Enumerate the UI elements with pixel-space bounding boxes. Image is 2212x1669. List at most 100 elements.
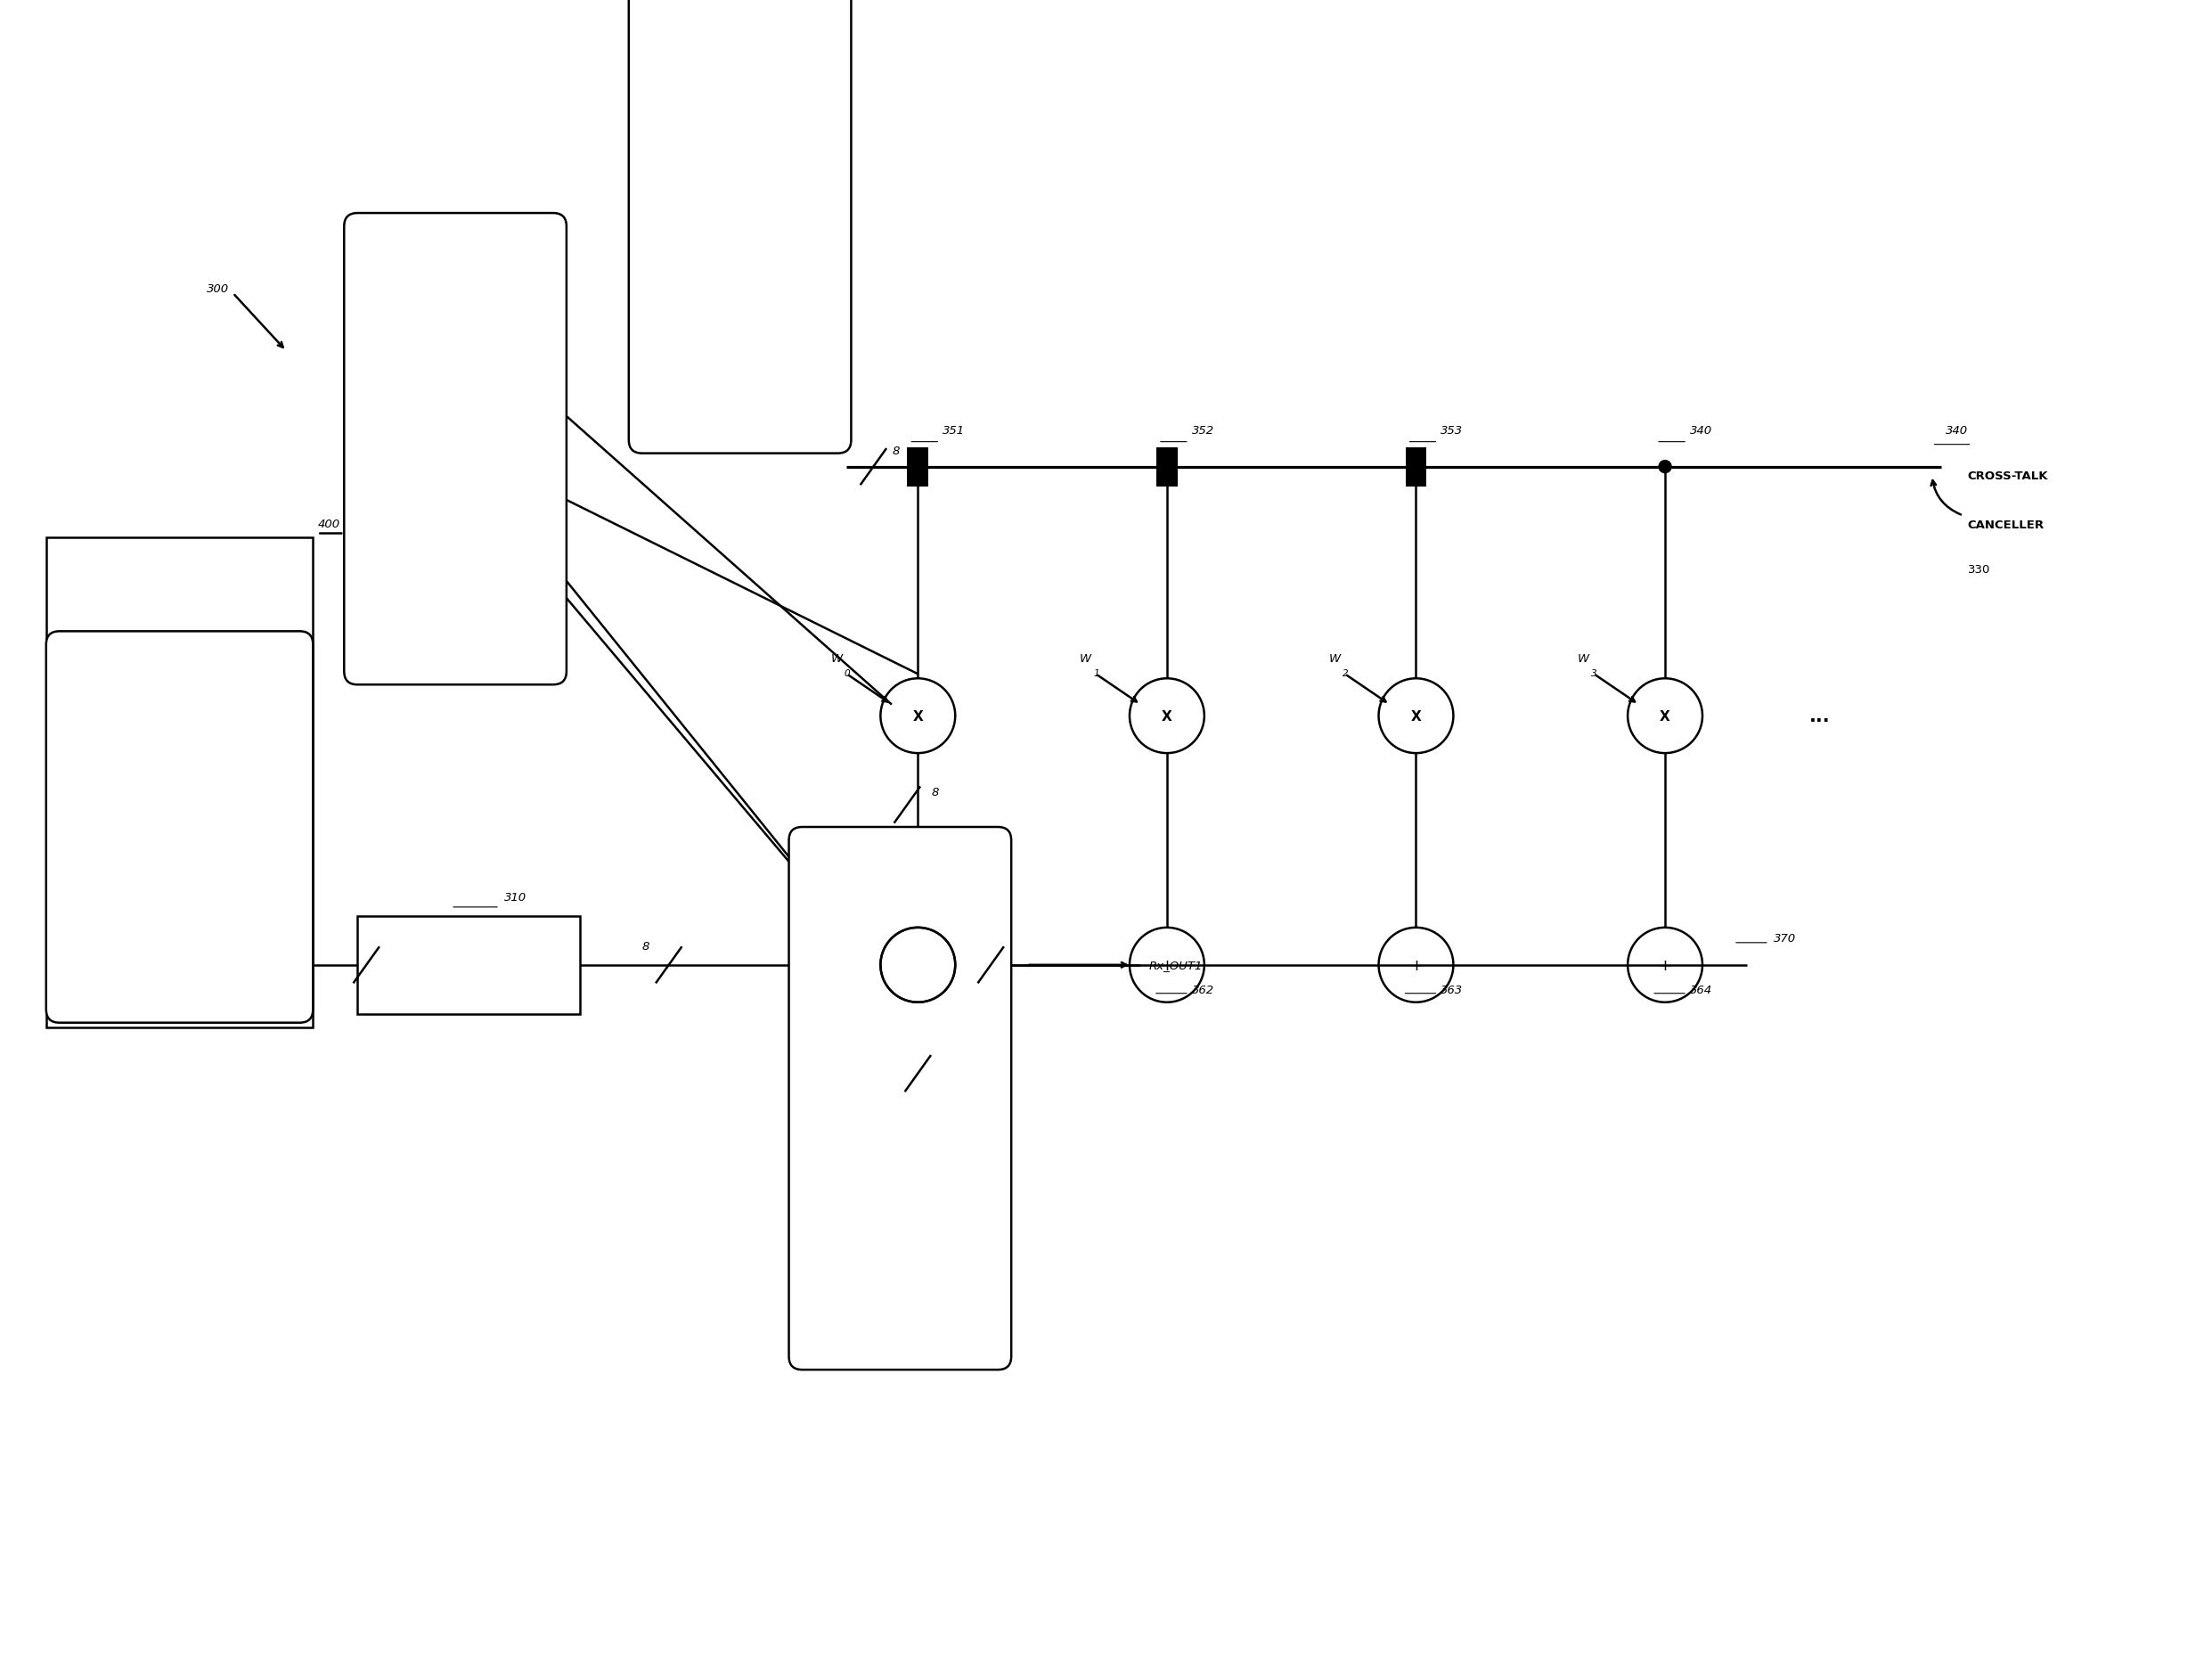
Text: 3: 3 bbox=[186, 851, 192, 860]
Text: E_d: E_d bbox=[874, 875, 896, 886]
Text: 8: 8 bbox=[978, 940, 984, 951]
Text: Tx_c: Tx_c bbox=[708, 63, 737, 75]
Text: 2: 2 bbox=[750, 127, 757, 135]
Text: 340: 340 bbox=[1690, 424, 1712, 436]
Text: E_c: E_c bbox=[876, 1310, 896, 1322]
FancyBboxPatch shape bbox=[628, 0, 852, 454]
Text: 400: 400 bbox=[319, 517, 341, 529]
Text: 3: 3 bbox=[750, 239, 757, 247]
Text: 3: 3 bbox=[750, 294, 757, 304]
Bar bbox=[1159, 449, 1177, 486]
Text: X: X bbox=[914, 709, 922, 723]
Text: 1: 1 bbox=[186, 671, 192, 679]
Text: W: W bbox=[1329, 653, 1340, 664]
Text: E_c: E_c bbox=[876, 1187, 896, 1198]
Text: 2: 2 bbox=[186, 806, 192, 814]
Circle shape bbox=[1161, 461, 1172, 474]
Text: Y_c: Y_c bbox=[431, 307, 451, 319]
Text: 1: 1 bbox=[1093, 669, 1099, 678]
Text: 320: 320 bbox=[949, 923, 971, 935]
FancyBboxPatch shape bbox=[345, 214, 566, 684]
Text: 1: 1 bbox=[467, 260, 471, 269]
Text: Tx_d: Tx_d bbox=[708, 230, 737, 242]
Text: X: X bbox=[1659, 709, 1670, 723]
FancyBboxPatch shape bbox=[46, 539, 312, 1028]
Text: +: + bbox=[911, 958, 925, 973]
Text: X: X bbox=[1161, 709, 1172, 723]
Text: 370: 370 bbox=[1774, 933, 1796, 945]
Text: Y_c: Y_c bbox=[431, 416, 451, 427]
Text: +: + bbox=[1161, 958, 1175, 973]
Text: Tx_d: Tx_d bbox=[708, 342, 737, 354]
Text: 2: 2 bbox=[1343, 669, 1347, 678]
Text: Rx_d: Rx_d bbox=[142, 664, 170, 676]
Text: 300: 300 bbox=[206, 284, 228, 295]
Text: 1: 1 bbox=[911, 945, 916, 953]
Text: W: W bbox=[1079, 653, 1091, 664]
Text: 320: 320 bbox=[949, 918, 971, 930]
Text: 361: 361 bbox=[942, 985, 964, 996]
Text: Tx_c: Tx_c bbox=[708, 175, 737, 187]
Text: 8: 8 bbox=[931, 786, 938, 798]
Text: Rx_c: Rx_c bbox=[144, 890, 170, 901]
Text: E_c: E_c bbox=[876, 1061, 896, 1073]
Text: 1: 1 bbox=[750, 72, 757, 80]
Text: 4: 4 bbox=[467, 643, 471, 651]
Text: E_c: E_c bbox=[876, 938, 896, 948]
Text: 353: 353 bbox=[1440, 424, 1464, 436]
Text: 3: 3 bbox=[467, 532, 471, 542]
Text: 4: 4 bbox=[467, 587, 471, 596]
Text: Y_d: Y_d bbox=[431, 471, 451, 482]
Text: 8: 8 bbox=[641, 940, 650, 951]
Text: Y_d: Y_d bbox=[431, 252, 451, 264]
Text: Tx_c: Tx_c bbox=[708, 287, 737, 299]
FancyBboxPatch shape bbox=[790, 828, 1011, 1370]
Text: 2: 2 bbox=[911, 1070, 916, 1078]
Text: Y_c: Y_c bbox=[431, 634, 451, 646]
Text: Rx_d: Rx_d bbox=[142, 935, 170, 946]
Text: 2: 2 bbox=[911, 1006, 916, 1016]
Text: CROSS-TALK: CROSS-TALK bbox=[1966, 471, 2048, 482]
Text: 1: 1 bbox=[750, 15, 757, 25]
Text: 3: 3 bbox=[911, 1193, 916, 1203]
Text: Tx_c: Tx_c bbox=[708, 397, 737, 409]
Bar bbox=[1157, 447, 1177, 487]
Text: EQUALIZER: EQUALIZER bbox=[431, 960, 507, 971]
Text: +: + bbox=[1409, 958, 1422, 973]
Text: 340: 340 bbox=[1944, 424, 1969, 436]
Circle shape bbox=[911, 461, 925, 474]
Text: 3: 3 bbox=[186, 896, 192, 905]
Text: END: END bbox=[166, 618, 192, 629]
Text: Rx_OUT1: Rx_OUT1 bbox=[1150, 960, 1203, 971]
Text: E_d: E_d bbox=[874, 1123, 896, 1135]
Text: 364: 364 bbox=[1690, 985, 1712, 996]
Text: 0: 0 bbox=[845, 669, 849, 678]
Text: 8: 8 bbox=[929, 1045, 936, 1056]
Text: 8: 8 bbox=[380, 940, 387, 951]
Text: 2: 2 bbox=[750, 182, 757, 192]
FancyBboxPatch shape bbox=[358, 916, 580, 1015]
Text: 362: 362 bbox=[1192, 985, 1214, 996]
FancyBboxPatch shape bbox=[46, 633, 312, 1023]
Text: 4: 4 bbox=[750, 406, 757, 414]
Text: 1: 1 bbox=[467, 314, 471, 324]
Text: 3: 3 bbox=[911, 1132, 916, 1140]
Text: Rx_c: Rx_c bbox=[144, 709, 170, 721]
Text: Y_d: Y_d bbox=[431, 579, 451, 591]
Text: 4: 4 bbox=[750, 350, 757, 359]
Text: 310: 310 bbox=[504, 891, 526, 903]
Text: 352: 352 bbox=[1192, 424, 1214, 436]
Text: W: W bbox=[830, 653, 843, 664]
Text: Rx_d: Rx_d bbox=[142, 845, 170, 856]
Bar bbox=[907, 447, 929, 487]
Text: 4: 4 bbox=[911, 1319, 916, 1327]
Bar bbox=[909, 449, 927, 486]
Text: E_d: E_d bbox=[874, 1000, 896, 1011]
Text: 330: 330 bbox=[1966, 564, 1991, 576]
Text: CANCELLER: CANCELLER bbox=[1966, 519, 2044, 531]
Text: +: + bbox=[911, 958, 925, 973]
Text: Tx_d: Tx_d bbox=[708, 8, 737, 20]
Text: 351: 351 bbox=[942, 424, 964, 436]
Text: 1: 1 bbox=[911, 883, 916, 891]
Bar bbox=[1405, 447, 1427, 487]
